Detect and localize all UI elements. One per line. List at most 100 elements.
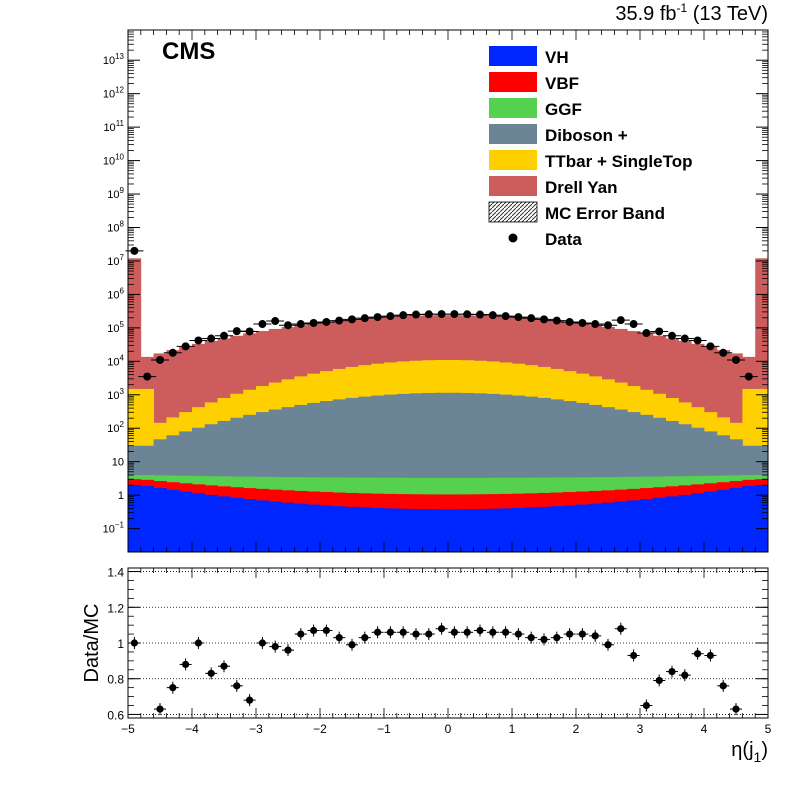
data-point [360, 314, 369, 323]
x-tick-label: 1 [509, 722, 516, 736]
x-tick-label: 4 [701, 722, 708, 736]
ratio-point [233, 682, 241, 690]
data-point [386, 312, 395, 321]
data-point [284, 321, 292, 330]
ratio-point [630, 651, 638, 660]
main-plot: 10−1 1 10 102 103 104 105 106 107 108 109 1010 1011 1… [103, 29, 769, 553]
legend-swatch [489, 72, 537, 92]
data-points [125, 246, 758, 381]
y-tick-label: 1011 [103, 119, 124, 134]
stack-bin [627, 500, 641, 552]
ratio-point [566, 630, 574, 638]
ratio-point [386, 628, 394, 636]
data-point [232, 327, 241, 336]
stack-bin [358, 507, 372, 552]
legend-swatch [489, 176, 537, 196]
ratio-gridlines [128, 571, 768, 715]
stack-bin [396, 508, 410, 552]
x-tick-label: 3 [637, 722, 644, 736]
y-tick-label: 1 [118, 490, 124, 502]
data-point [616, 316, 625, 325]
stack-bin [268, 501, 282, 552]
ratio-point [694, 650, 702, 658]
stack-bin [409, 508, 423, 552]
legend-entry: TTbar + SingleTop [489, 150, 693, 171]
stack-bin [179, 491, 193, 552]
stack-bin [550, 506, 564, 552]
stack-bin [601, 502, 615, 552]
data-point [463, 310, 472, 319]
stack-bin [256, 500, 270, 552]
legend-swatch-hatch [488, 201, 538, 223]
data-point [245, 327, 254, 336]
y-tick-label: 107 [107, 253, 124, 268]
legend-entry: Drell Yan [489, 176, 617, 197]
stack-bin [614, 501, 628, 552]
y-tick-label: 102 [107, 420, 124, 435]
y-tick-label: 1010 [103, 153, 125, 168]
ratio-point [681, 671, 689, 679]
data-point [629, 320, 638, 329]
x-tick-label: 2 [573, 722, 580, 736]
legend-label: Diboson + [545, 126, 628, 145]
ratio-point [310, 626, 318, 635]
data-point [156, 355, 164, 364]
stack-bin [640, 499, 654, 552]
data-point [693, 336, 702, 345]
legend: VH VBF GGF Diboson + TTbar + SingleTop Drell … [488, 46, 693, 249]
data-point [335, 316, 344, 325]
ratio-point [719, 682, 727, 690]
stack-bin [166, 489, 180, 552]
x-tick-label: 0 [445, 722, 452, 736]
data-point [348, 315, 356, 324]
stack-bin [742, 486, 756, 552]
experiment-label: CMS [162, 38, 215, 65]
stack-bin [281, 502, 295, 552]
ratio-y-tick-label: 0.8 [107, 673, 124, 687]
ratio-point [220, 662, 228, 670]
data-point [578, 318, 587, 327]
stack-bin [716, 489, 730, 552]
ratio-plot: 0.6 0.8 1 1.2 1.4 −5 −4 −3 −2 −1 0 1 2 3 4 5 Data/MC [81, 566, 772, 736]
ratio-point [642, 701, 651, 710]
ratio-y-tick-label: 1.2 [107, 601, 124, 615]
data-point [130, 246, 139, 255]
stack-bin [204, 494, 218, 552]
ratio-point [438, 625, 446, 633]
data-point [680, 334, 689, 343]
ratio-point [194, 639, 202, 647]
legend-swatch [489, 46, 537, 66]
legend-swatch [489, 150, 537, 170]
y-tick-label: 105 [107, 320, 124, 335]
stack-bin [384, 508, 398, 552]
legend-entry: VBF [489, 72, 579, 93]
legend-entry: GGF [489, 98, 582, 119]
stack-bin [422, 509, 436, 552]
ratio-point [322, 626, 330, 635]
ratio-point [361, 634, 369, 642]
ratio-point [348, 641, 356, 649]
stack-bin [691, 493, 705, 552]
legend-label: TTbar + SingleTop [545, 152, 693, 171]
ratio-point [246, 696, 254, 704]
data-point [220, 331, 228, 340]
y-tick-label: 103 [107, 387, 124, 402]
stack-bin [307, 504, 321, 552]
stack-bin [294, 503, 308, 552]
stack-bin [704, 491, 718, 552]
legend-label: VH [545, 48, 569, 67]
ratio-point [527, 634, 535, 642]
data-point [642, 329, 651, 338]
data-point [399, 311, 408, 320]
data-point [488, 311, 497, 320]
ratio-point [578, 630, 587, 638]
data-point [143, 372, 152, 381]
legend-label: Drell Yan [545, 178, 617, 197]
data-point [271, 317, 280, 326]
data-point [412, 310, 420, 319]
data-point [424, 310, 433, 319]
data-point [437, 310, 446, 319]
ratio-point [489, 628, 497, 636]
data-point [258, 320, 267, 329]
data-point [207, 334, 216, 343]
